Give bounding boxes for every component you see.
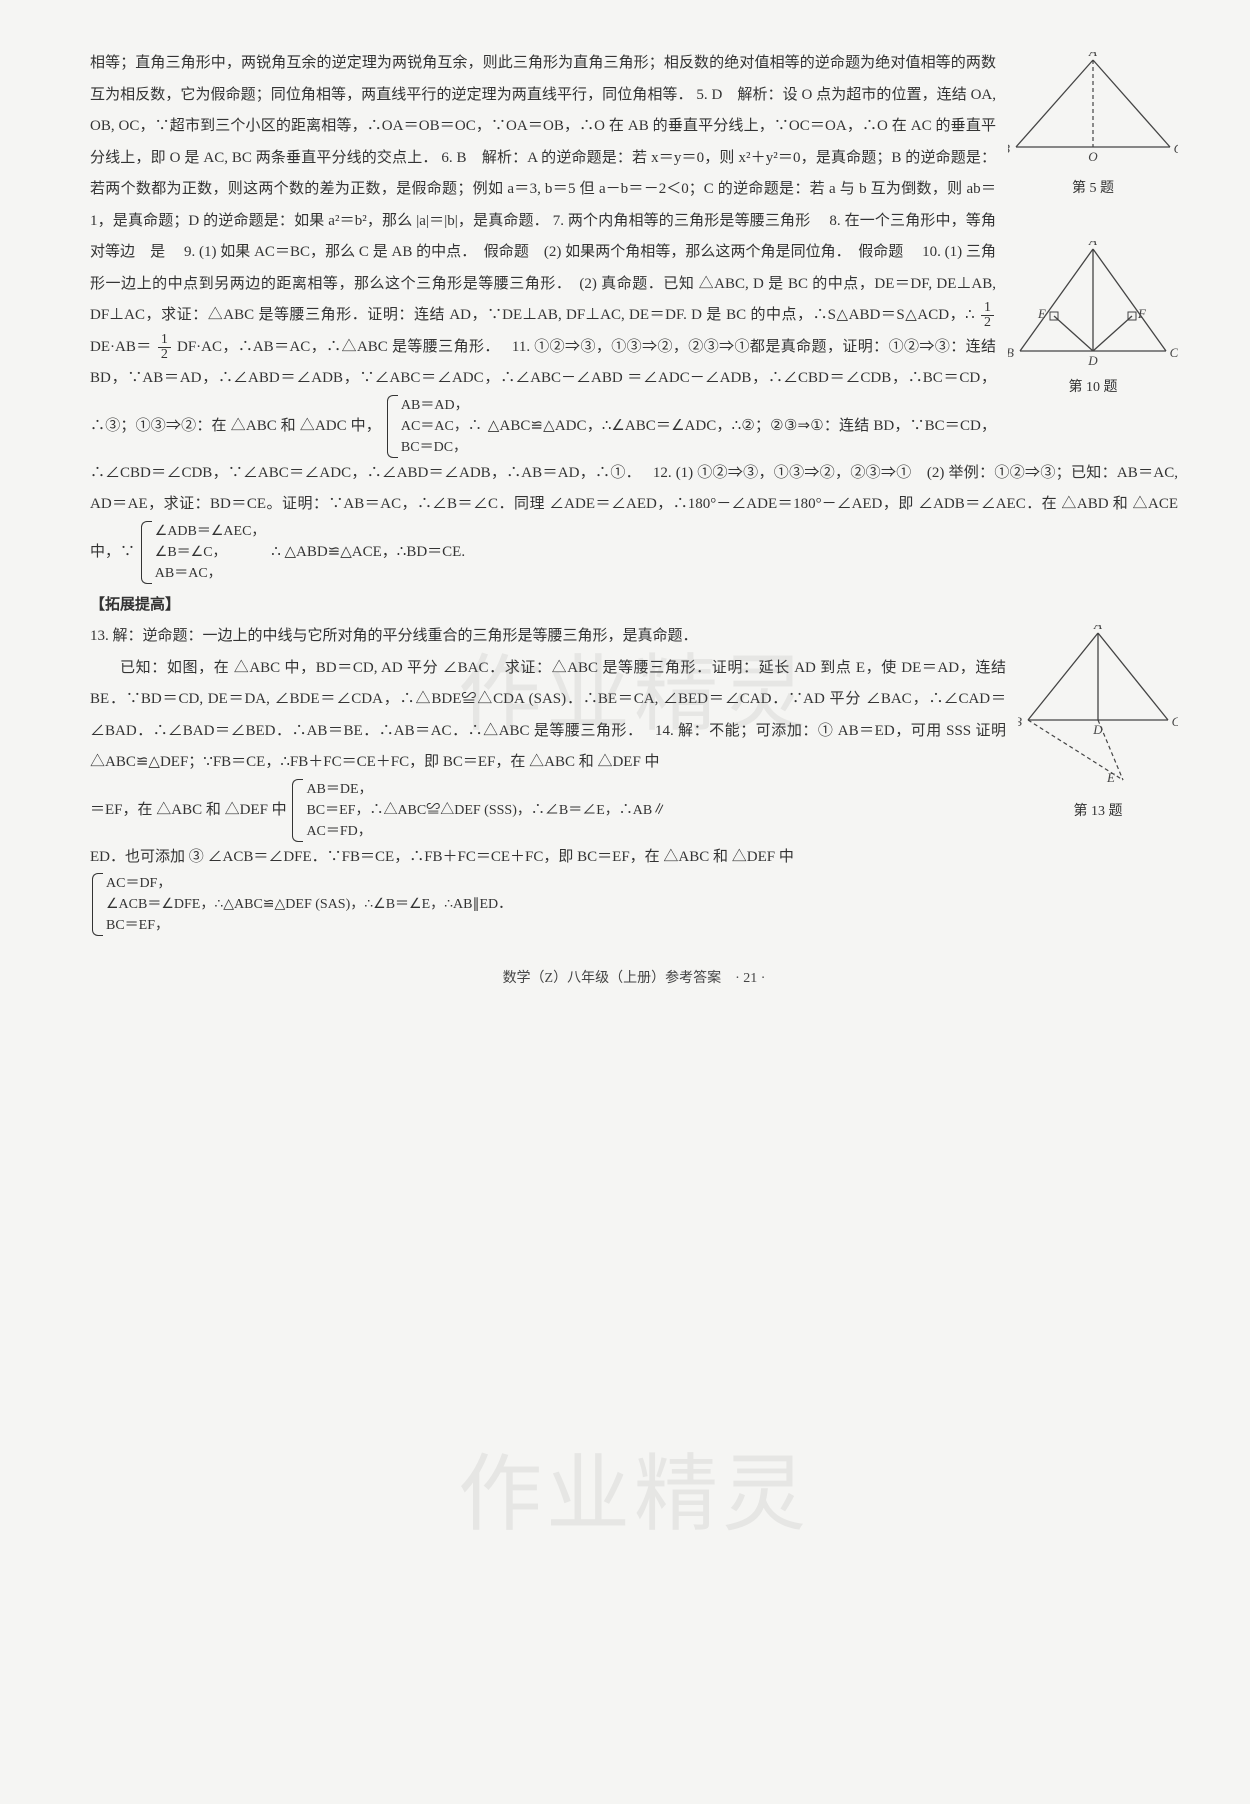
figure-13-svg: A B C D E — [1018, 625, 1178, 795]
figure-13: A B C D E 第 13 题 — [1018, 625, 1178, 826]
ans-9: 9. (1) 如果 AC＝BC，那么 C 是 AB 的中点． 假命题 (2) 如… — [184, 244, 903, 260]
system-14b-r3: BC＝EF， — [106, 915, 512, 936]
figure-5-svg: A B C O — [1008, 52, 1178, 172]
svg-text:F: F — [1137, 306, 1147, 321]
system-12-r1: ∠ADB＝∠AEC， — [155, 521, 266, 542]
svg-text:B: B — [1008, 141, 1010, 156]
system-12: ∠ADB＝∠AEC， ∠B＝∠C， AB＝AC， — [141, 521, 266, 584]
figure-10-caption: 第 10 题 — [1008, 373, 1178, 402]
system-11-r1: AB＝AD， — [401, 395, 482, 416]
figure-10: A B C D E F 第 10 题 — [1008, 241, 1178, 402]
svg-text:A: A — [1088, 241, 1097, 248]
system-14a-r1: AB＝DE， — [306, 779, 666, 800]
figure-13-caption: 第 13 题 — [1018, 797, 1178, 826]
ans-10b-tail: DE·AB＝ — [90, 339, 152, 355]
system-11: AB＝AD， AC＝AC，∴ BC＝DC， — [387, 395, 482, 458]
section-extension: 【拓展提高】 — [90, 590, 1178, 622]
svg-text:D: D — [1087, 353, 1098, 368]
system-12-r3: AB＝AC， — [155, 563, 266, 584]
system-14a-r2: BC＝EF，∴△ABC≌△DEF (SSS)，∴∠B＝∠E，∴AB∥ — [306, 800, 666, 821]
system-14a: AB＝DE， BC＝EF，∴△ABC≌△DEF (SSS)，∴∠B＝∠E，∴AB… — [292, 779, 666, 842]
page-content: 作业精灵 作业精灵 ABCO 第 5 题 相等；直角三角形中，两锐角互余的逆定理… — [90, 48, 1178, 936]
figure-5: A B C O 第 5 题 — [1008, 52, 1178, 203]
system-11-r2: AC＝AC，∴ — [401, 416, 482, 437]
svg-text:B: B — [1008, 345, 1014, 360]
fraction-half-2: 12 — [158, 333, 171, 362]
figure-10-svg: A B C D E F — [1008, 241, 1178, 371]
svg-text:A: A — [1093, 625, 1102, 632]
system-11-r3: BC＝DC， — [401, 437, 482, 458]
svg-text:O: O — [1088, 149, 1098, 164]
svg-text:D: D — [1092, 722, 1103, 737]
svg-text:A: A — [1088, 52, 1097, 59]
ans-7: 7. 两个内角相等的三角形是等腰三角形 — [553, 213, 811, 229]
system-14b-r2: ∠ACB＝∠DFE，∴△ABC≌△DEF (SAS)，∴∠B＝∠E，∴AB∥ED… — [106, 894, 512, 915]
system-12-r2: ∠B＝∠C， — [155, 542, 266, 563]
page-footer: 数学（Z）八年级（上册）参考答案 · 21 · — [90, 964, 1178, 993]
ans-14b: ED．也可添加 ③ ∠ACB＝∠DFE．∵FB＝CE，∴FB＋FC＝CE＋FC，… — [90, 849, 794, 865]
system-14b-r1: AC＝DF， — [106, 873, 512, 894]
ans-10c-tail: DF·AC，∴AB＝AC，∴△ABC 是等腰三角形． — [177, 339, 492, 355]
fraction-half-1: 12 — [981, 301, 994, 330]
svg-text:E: E — [1037, 306, 1046, 321]
ans-12b: ∴ △ABD≌△ACE，∴BD＝CE. — [271, 543, 465, 559]
watermark-2: 作业精灵 — [458, 1408, 810, 1584]
svg-text:B: B — [1018, 714, 1022, 729]
figure-5-caption: 第 5 题 — [1008, 174, 1178, 203]
svg-text:C: C — [1174, 141, 1178, 156]
svg-text:E: E — [1106, 770, 1115, 785]
svg-text:C: C — [1172, 714, 1178, 729]
ans-13a: 13. 解：逆命题：一边上的中线与它所对角的平分线重合的三角形是等腰三角形，是真… — [90, 621, 1178, 653]
system-14b: AC＝DF， ∠ACB＝∠DFE，∴△ABC≌△DEF (SAS)，∴∠B＝∠E… — [92, 873, 512, 936]
svg-text:C: C — [1170, 345, 1178, 360]
system-14a-r3: AC＝FD， — [306, 821, 666, 842]
